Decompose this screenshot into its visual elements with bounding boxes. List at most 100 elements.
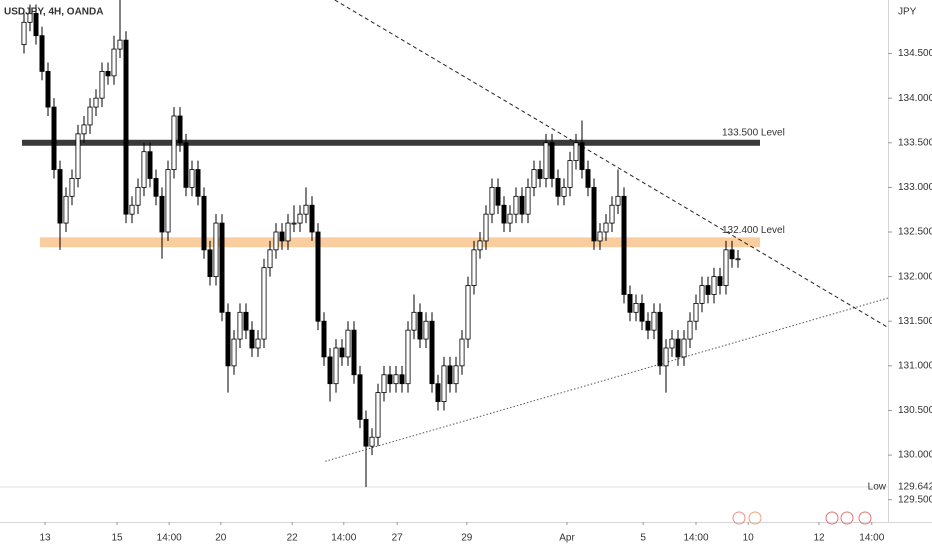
y-tick-label: 131.000 <box>898 360 932 371</box>
candle-body <box>345 329 351 358</box>
candle-body <box>231 338 237 367</box>
low-value: 129.642 <box>898 482 932 493</box>
y-tick-label: 130.000 <box>898 450 932 461</box>
candle-body <box>165 169 171 233</box>
y-tick-label: 129.500 <box>898 494 932 505</box>
candle-body <box>513 195 519 215</box>
x-tick-label: 12 <box>813 533 825 544</box>
y-tick-label: 130.500 <box>898 405 932 416</box>
candle-body <box>249 329 255 349</box>
candle-body <box>537 169 543 179</box>
candle-body <box>387 374 393 385</box>
candle-body <box>573 142 579 162</box>
candle-body <box>33 12 39 37</box>
candle-body <box>669 338 675 349</box>
icon[interactable] <box>840 511 854 525</box>
candle-body <box>159 195 165 233</box>
candle-body <box>99 70 105 99</box>
candle-body <box>201 195 207 251</box>
x-tick-label: 20 <box>215 533 227 544</box>
y-tick-label: 133.000 <box>898 182 932 193</box>
icon[interactable] <box>732 511 746 525</box>
candle-body <box>615 195 621 206</box>
x-tick-label: 5 <box>640 533 646 544</box>
candle-body <box>351 329 357 376</box>
candle-body <box>627 294 633 313</box>
x-tick-label: Apr <box>559 533 575 544</box>
candle-body <box>57 169 63 224</box>
candle-body <box>327 356 333 385</box>
y-tick-label: 133.500 <box>898 137 932 148</box>
candle-body <box>171 115 177 170</box>
trendline <box>334 0 889 328</box>
candle-body <box>183 142 189 188</box>
candle-body <box>381 374 387 394</box>
candle-body <box>27 12 33 23</box>
level-line <box>22 139 760 146</box>
candle-body <box>711 276 717 295</box>
plot <box>0 0 889 488</box>
candle-body <box>69 178 75 197</box>
y-tick-label: 132.500 <box>898 227 932 238</box>
candle-body <box>543 142 549 179</box>
x-tick-label: 10 <box>743 533 755 544</box>
candle-body <box>279 231 285 242</box>
x-tick-label: 27 <box>392 533 404 544</box>
chart-title: USDJPY, 4H, OANDA <box>4 7 103 18</box>
candle-body <box>375 392 381 438</box>
candle-body <box>399 374 405 385</box>
candle-body <box>309 204 315 233</box>
candle-body <box>339 347 345 358</box>
x-tick-label: 29 <box>461 533 473 544</box>
candle-body <box>483 213 489 242</box>
icon[interactable] <box>858 511 872 525</box>
icon[interactable] <box>825 511 839 525</box>
candle-body <box>435 383 441 402</box>
candle-body <box>549 142 555 179</box>
candle-body <box>687 320 693 340</box>
candle-body <box>87 106 93 126</box>
y-tick-label: 132.000 <box>898 271 932 282</box>
level-zone <box>40 237 760 248</box>
icon[interactable] <box>748 511 762 525</box>
candle-body <box>411 311 417 331</box>
candle-body <box>81 124 87 135</box>
candle-body <box>405 329 411 385</box>
candle-body <box>663 347 669 367</box>
candle-body <box>651 311 657 331</box>
candle-body <box>531 169 537 188</box>
candle-body <box>261 267 267 340</box>
candle-body <box>525 186 531 215</box>
candle-body <box>453 365 459 385</box>
y-tick-label: 134.000 <box>898 93 932 104</box>
candle-body <box>417 311 423 340</box>
candle-body <box>591 186 597 242</box>
candle-body <box>471 249 477 286</box>
candle-body <box>315 231 321 322</box>
candle-body <box>243 311 249 331</box>
x-tick-label: 14:00 <box>157 533 182 544</box>
candle-body <box>729 249 735 260</box>
candle-body <box>495 186 501 206</box>
candle-body <box>429 320 435 385</box>
candle-body <box>585 169 591 188</box>
candle-body <box>597 231 603 242</box>
candle-body <box>705 285 711 295</box>
low-label: Low <box>868 482 887 493</box>
candle-body <box>237 311 243 340</box>
x-tick-label: 15 <box>111 533 123 544</box>
candle-body <box>621 195 627 295</box>
x-tick-label: 14:00 <box>331 533 356 544</box>
candle-body <box>123 39 129 215</box>
candle-body <box>423 320 429 340</box>
candle-body <box>213 222 219 278</box>
candle-body <box>465 285 471 340</box>
candle-body <box>501 204 507 224</box>
candle-body <box>657 311 663 367</box>
candle-body <box>135 186 141 206</box>
candle-body <box>369 436 375 447</box>
candle-body <box>717 276 723 286</box>
